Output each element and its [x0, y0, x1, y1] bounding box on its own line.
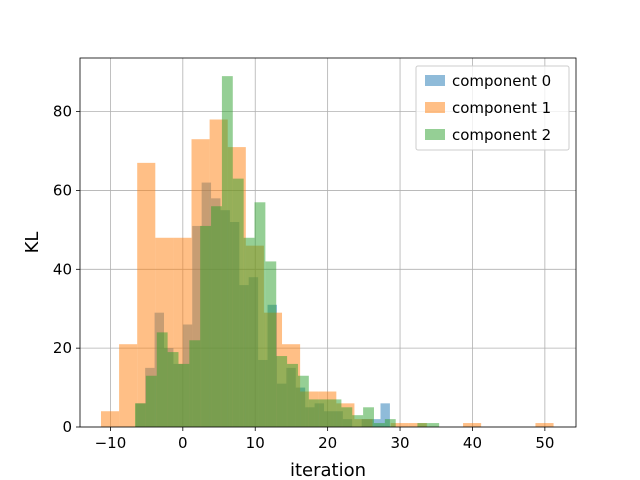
legend-entry: component 1 [452, 99, 551, 117]
histogram-bar [189, 340, 201, 427]
histogram-bar [221, 76, 233, 427]
legend-box [415, 65, 570, 151]
x-axis-ticks: −10 0 10 20 30 40 50 [95, 427, 554, 452]
histogram-bar [137, 162, 156, 427]
histogram-bar [297, 375, 309, 427]
y-axis-ticks: 0 20 40 60 80 [53, 103, 80, 436]
y-tick-label: 40 [53, 260, 72, 278]
x-tick-label: 50 [535, 434, 554, 452]
histogram-bar [200, 225, 212, 427]
x-tick-label: 40 [463, 434, 482, 452]
histogram-bar [463, 423, 482, 427]
histogram-bar [276, 356, 288, 427]
histogram-bar [384, 419, 396, 427]
histogram-bar [156, 332, 168, 427]
legend-swatch [425, 102, 445, 113]
x-tick-label: 0 [178, 434, 188, 452]
y-tick-label: 80 [53, 103, 72, 121]
x-tick-label: 30 [390, 434, 409, 452]
legend-swatch [425, 75, 445, 86]
histogram-bar [178, 363, 190, 427]
x-tick-label: −10 [95, 434, 127, 452]
y-tick-label: 0 [62, 418, 72, 436]
legend-swatch [425, 129, 445, 140]
legend: component 0 component 1 component 2 [415, 65, 570, 151]
histogram-bar [428, 423, 440, 427]
x-axis-label: iteration [290, 460, 366, 480]
y-tick-label: 60 [53, 181, 72, 199]
histogram-bar [417, 423, 429, 427]
histogram-bar [380, 403, 390, 427]
histogram-bar [363, 407, 374, 427]
x-tick-label: 10 [246, 434, 265, 452]
legend-entry: component 0 [452, 72, 551, 90]
histogram-bar [341, 407, 353, 427]
series-2-bars [135, 76, 440, 427]
histogram-bar [330, 399, 342, 427]
histogram-bar [100, 411, 120, 427]
histogram-bar [352, 415, 364, 427]
histogram-bar [167, 352, 179, 427]
y-tick-label: 20 [53, 339, 72, 357]
x-tick-label: 20 [318, 434, 337, 452]
histogram-bar [211, 206, 222, 427]
histogram-bar [373, 423, 385, 427]
y-axis-label: KL [22, 232, 43, 254]
histogram-bar [265, 261, 277, 427]
histogram-bar [308, 399, 320, 427]
histogram-bars [100, 76, 554, 427]
legend-entry: component 2 [452, 126, 551, 144]
histogram-bar [287, 363, 298, 427]
histogram-bar [243, 237, 255, 427]
histogram-bar [390, 423, 409, 427]
histogram-bar [535, 423, 554, 427]
histogram-bar [145, 375, 157, 427]
histogram-bar [319, 399, 331, 427]
histogram-bar [135, 403, 146, 427]
histogram-bar [119, 344, 138, 427]
histogram-bar [254, 202, 266, 427]
histogram-bar [232, 178, 244, 427]
